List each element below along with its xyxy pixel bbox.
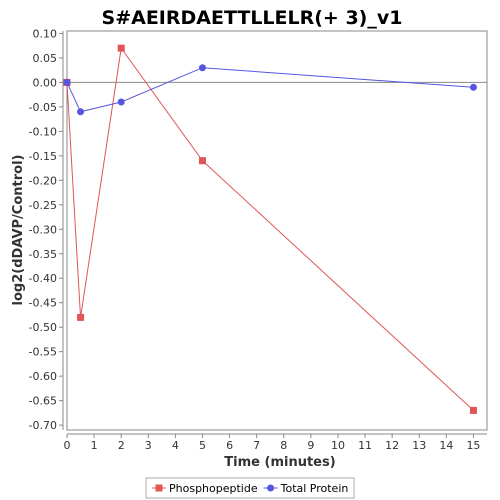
y-tick-label: -0.20 bbox=[29, 174, 57, 187]
legend: Phosphopeptide Total Protein bbox=[145, 477, 355, 499]
x-tick-label: 5 bbox=[199, 439, 206, 452]
y-tick-label: -0.60 bbox=[29, 370, 57, 383]
series-layer bbox=[63, 44, 477, 414]
phosphopeptide-point bbox=[198, 157, 206, 165]
x-tick-label: 10 bbox=[331, 439, 345, 452]
y-tick-label: -0.10 bbox=[29, 125, 57, 138]
x-tick-label: 11 bbox=[358, 439, 372, 452]
total-protein-point bbox=[77, 108, 85, 116]
x-tick-label: 6 bbox=[226, 439, 233, 452]
y-tick-label: -0.25 bbox=[29, 199, 57, 212]
y-axis-label: log2(dDAVP/Control) bbox=[11, 155, 26, 306]
y-tick-label: -0.55 bbox=[29, 346, 57, 359]
x-axis-ticks: 0 1 2 3 4 5 6 7 8 9 10 11 12 13 14 15 bbox=[64, 434, 480, 452]
legend-marker-phosphopeptide bbox=[155, 484, 163, 492]
x-tick-label: 2 bbox=[118, 439, 125, 452]
y-axis-ticks: 0.10 0.05 0.00 -0.05 -0.10 -0.15 -0.20 -0.25 -0.… bbox=[29, 27, 63, 432]
x-tick-label: 3 bbox=[145, 439, 152, 452]
x-tick-label: 4 bbox=[172, 439, 179, 452]
x-tick-label: 8 bbox=[280, 439, 287, 452]
y-tick-label: -0.15 bbox=[29, 150, 57, 163]
chart-title: S#AEIRDAETTLLELR(+ 3)_v1 bbox=[102, 7, 403, 29]
x-tick-label: 0 bbox=[64, 439, 71, 452]
y-tick-label: 0.10 bbox=[33, 27, 58, 40]
y-tick-label: 0.05 bbox=[33, 52, 58, 65]
x-tick-label: 12 bbox=[385, 439, 399, 452]
y-tick-label: -0.70 bbox=[29, 419, 57, 432]
legend-box bbox=[145, 477, 355, 499]
x-axis-label: Time (minutes) bbox=[224, 455, 335, 470]
y-tick-label: -0.05 bbox=[29, 101, 57, 114]
total-protein-point bbox=[198, 64, 206, 72]
x-tick-label: 15 bbox=[466, 439, 480, 452]
plot-area bbox=[66, 30, 488, 431]
x-tick-label: 13 bbox=[412, 439, 426, 452]
legend-label-total-protein: Total Protein bbox=[280, 482, 349, 495]
y-tick-label: -0.30 bbox=[29, 223, 57, 236]
x-tick-label: 7 bbox=[253, 439, 260, 452]
total-protein-point bbox=[63, 78, 71, 86]
y-tick-label: 0.00 bbox=[33, 76, 58, 89]
total-protein-point bbox=[469, 83, 477, 91]
y-tick-label: -0.40 bbox=[29, 272, 57, 285]
y-tick-label: -0.65 bbox=[29, 395, 57, 408]
x-tick-label: 1 bbox=[91, 439, 98, 452]
y-tick-label: -0.50 bbox=[29, 321, 57, 334]
legend-marker-total-protein bbox=[267, 484, 275, 492]
series-total-protein bbox=[63, 64, 477, 116]
x-tick-label: 9 bbox=[307, 439, 314, 452]
y-tick-label: -0.35 bbox=[29, 248, 57, 261]
y-tick-label: -0.45 bbox=[29, 297, 57, 310]
phosphopeptide-point bbox=[117, 44, 125, 52]
total-protein-point bbox=[117, 98, 125, 106]
legend-label-phosphopeptide: Phosphopeptide bbox=[169, 482, 258, 495]
x-tick-label: 14 bbox=[439, 439, 453, 452]
phosphopeptide-point bbox=[469, 406, 477, 414]
phosphopeptide-point bbox=[77, 313, 85, 321]
